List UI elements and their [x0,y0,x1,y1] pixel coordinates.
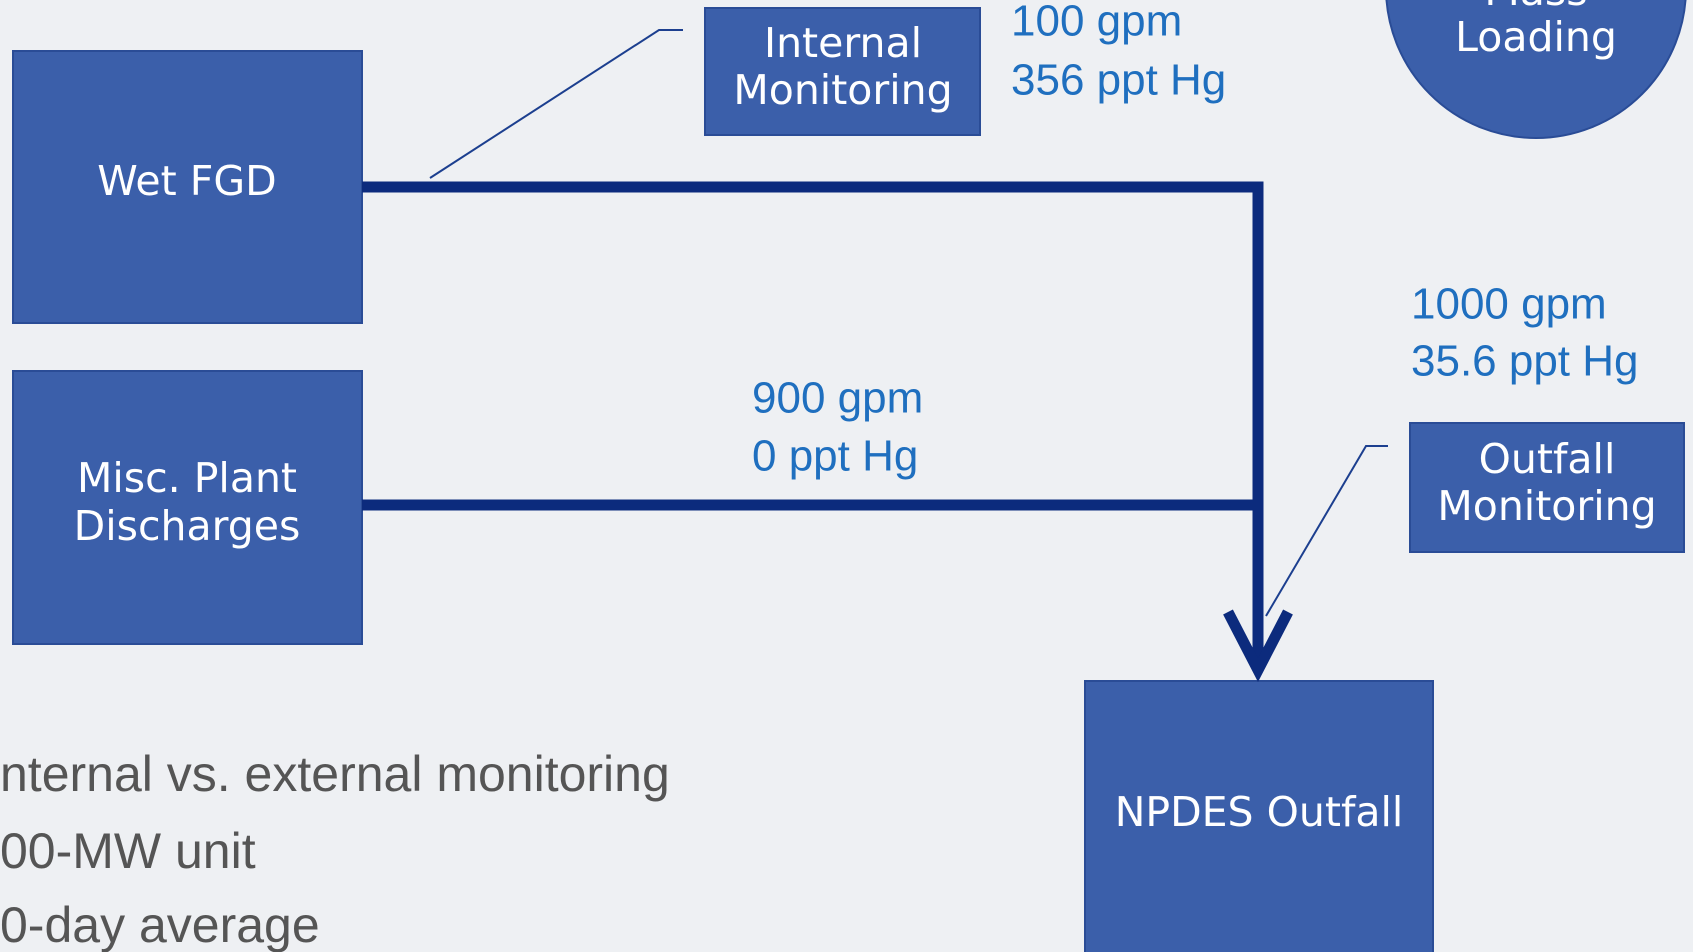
flow-line [362,187,1258,665]
flow-label: 35.6 ppt Hg [1411,337,1639,386]
node-label: Monitoring [733,66,952,114]
flow-label: 100 gpm [1011,0,1182,46]
node-label: Loading [1455,13,1617,61]
flow-label: 0 ppt Hg [752,432,918,481]
bullet-text: nternal vs. external monitoring [0,746,670,802]
node-label: Misc. Plant [77,454,297,502]
callout-line [430,30,683,178]
node-label: Monitoring [1437,482,1656,530]
flow-label: 1000 gpm [1411,280,1607,329]
bullet-text: 0-day average [0,897,320,952]
flow-label: 356 ppt Hg [1011,56,1226,105]
node-label: NPDES Outfall [1115,788,1404,836]
flow-label: 900 gpm [752,374,923,423]
diagram: Wet FGD Misc. Plant Discharges Internal … [0,0,1693,952]
callout-line [1266,446,1388,616]
node-label: Wet FGD [97,157,276,205]
bullet-text: 00-MW unit [0,823,256,879]
node-label: Internal [764,19,922,67]
node-label: Outfall [1479,435,1616,483]
slide: Wet FGD Misc. Plant Discharges Internal … [0,0,1693,952]
node-label: Discharges [74,502,301,550]
